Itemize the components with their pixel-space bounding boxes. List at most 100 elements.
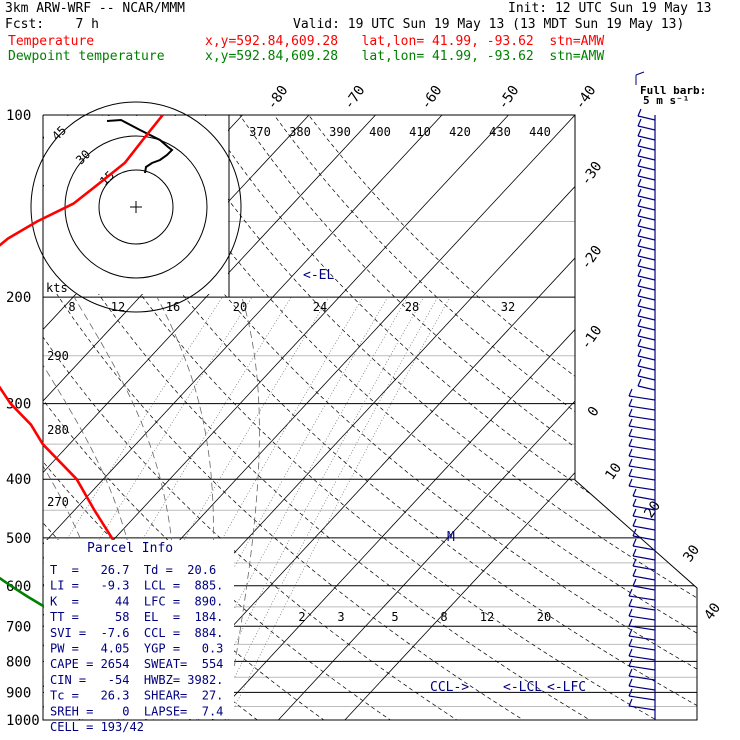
wind-barb <box>637 168 642 177</box>
wind-barb <box>628 468 633 477</box>
wind-barb <box>628 458 633 467</box>
theta-label: 400 <box>369 125 391 139</box>
wind-barb <box>637 175 656 181</box>
wind-barb <box>637 305 656 311</box>
theta-label: 430 <box>489 125 511 139</box>
theta-label: 410 <box>409 125 431 139</box>
wind-barb <box>628 598 633 607</box>
wind-barb <box>628 628 633 637</box>
wind-barb <box>628 405 656 411</box>
wind-barb <box>628 398 633 407</box>
theta-label: 420 <box>449 125 471 139</box>
wind-barb <box>637 195 656 201</box>
isotherm-label: -20 <box>578 243 606 273</box>
parcel-info-row: Tc = 26.3 SHEAR= 27. <box>50 689 223 703</box>
wind-barb <box>637 375 656 381</box>
wind-barb <box>637 328 642 337</box>
theta-label: 370 <box>249 125 271 139</box>
barb-legend-value: 5 m s⁻¹ <box>643 94 689 107</box>
parcel-info-row: SREH = 0 LAPSE= 7.4 <box>50 704 223 718</box>
wind-barb <box>628 425 656 431</box>
forecast-hour: Fcst: 7 h <box>5 17 99 32</box>
isotherm-line <box>344 115 697 720</box>
isotherm-label: -80 <box>264 83 292 113</box>
wind-barb <box>628 388 633 397</box>
wind-barb <box>632 558 637 567</box>
isotherm-label: 0 <box>585 404 603 420</box>
dewpoint-legend-label: Dewpoint temperature <box>8 49 165 64</box>
wind-barb <box>628 438 633 447</box>
isotherm-label: -50 <box>495 83 523 113</box>
wind-barb <box>637 265 656 271</box>
wind-barb <box>628 698 633 707</box>
wind-barb <box>632 535 656 541</box>
init-time: Init: 12 UTC Sun 19 May 13 <box>508 1 712 16</box>
wind-barb <box>637 318 642 327</box>
wind-barb <box>632 555 656 561</box>
barb-legend-title: Full barb: <box>640 84 706 97</box>
pressure-label: 600 <box>6 579 31 595</box>
wind-barb <box>628 455 656 461</box>
wind-barb <box>628 478 633 487</box>
pressure-label: 900 <box>6 685 31 701</box>
isotherm-line <box>43 115 443 720</box>
wind-barb <box>637 348 642 357</box>
wind-barb <box>632 575 656 581</box>
temperature-legend-info: x,y=592.84,609.28 lat,lon= 41.99, -93.62… <box>205 34 605 49</box>
dry-adiabat <box>101 115 697 720</box>
wind-barb <box>637 225 656 231</box>
wind-barb <box>637 165 656 171</box>
model-title: 3km ARW-WRF -- NCAR/MMM <box>5 1 186 16</box>
parcel-info-row: CELL = 193/42 <box>50 720 144 734</box>
wind-barb <box>628 655 656 661</box>
wind-barb <box>628 695 656 701</box>
temperature-legend-label: Temperature <box>8 34 95 49</box>
m-marker: M <box>447 530 455 545</box>
barb-legend-icon <box>635 71 645 76</box>
wind-barb <box>632 568 637 577</box>
dry-adiabat-label: 280 <box>47 423 69 437</box>
mixing-ratio-label: 5 <box>391 610 398 624</box>
wind-barb <box>637 138 642 147</box>
wind-barb <box>637 258 642 267</box>
wind-barb <box>628 688 633 697</box>
isotherm-line <box>43 115 376 720</box>
parcel-info-row: TT = 58 EL = 184. <box>50 610 223 624</box>
mixing-ratio-label: 12 <box>111 300 125 314</box>
wind-barb <box>628 645 656 651</box>
mixing-ratio-label: 32 <box>501 300 515 314</box>
wind-barb <box>637 295 656 301</box>
wind-barb <box>637 218 642 227</box>
dry-adiabat <box>308 115 697 720</box>
wind-barb <box>637 288 642 297</box>
theta-label: 440 <box>529 125 551 139</box>
wind-barb <box>628 648 633 657</box>
wind-barb <box>637 148 642 157</box>
pressure-label: 200 <box>6 290 31 306</box>
wind-barb <box>632 505 656 511</box>
dry-adiabat <box>43 115 545 720</box>
hodograph-ring <box>30 101 242 313</box>
wind-barb <box>637 185 656 191</box>
lfc-marker: <-LFC <box>547 680 586 695</box>
wind-barb <box>637 335 656 341</box>
wind-barb <box>632 488 637 497</box>
wind-barb <box>637 325 656 331</box>
wind-barb <box>628 475 656 481</box>
wind-barb <box>637 135 656 141</box>
wind-barb <box>632 498 637 507</box>
wind-barb <box>628 445 656 451</box>
mixing-ratio-label: 24 <box>313 300 327 314</box>
wind-barb <box>628 638 633 647</box>
dry-adiabat <box>43 115 680 720</box>
mixing-ratio-line <box>213 296 438 720</box>
wind-barb <box>628 678 633 687</box>
wind-barb <box>628 675 656 681</box>
wind-barb <box>637 158 642 167</box>
wind-barb <box>637 188 642 197</box>
wind-barb <box>637 108 642 117</box>
wind-barbs <box>628 108 656 720</box>
wind-barb <box>637 208 642 217</box>
